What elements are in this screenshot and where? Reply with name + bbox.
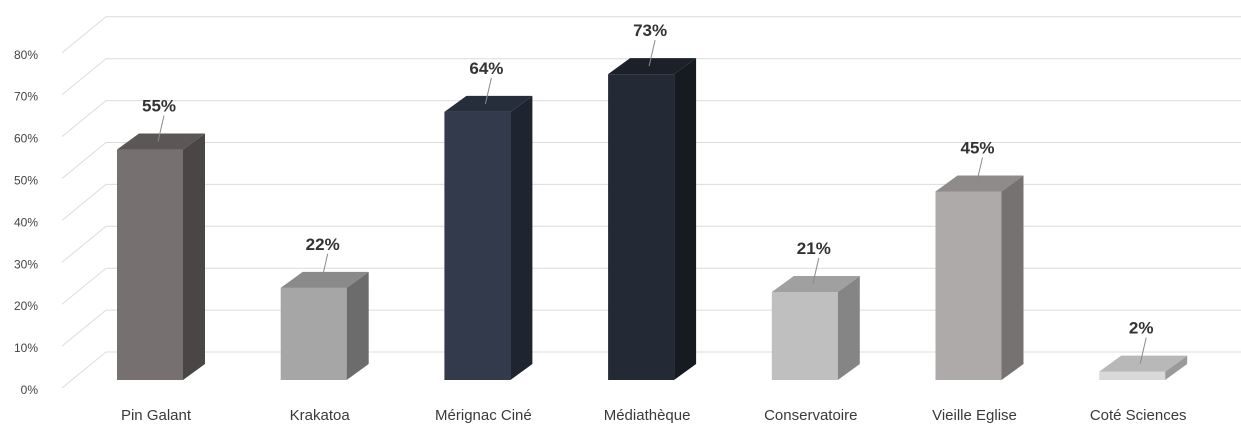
category-label: Conservatoire (764, 407, 857, 424)
category-label: Médiathèque (604, 407, 691, 424)
bars (117, 58, 1188, 380)
gridline (61, 225, 1241, 263)
gridline (61, 351, 1241, 389)
bar-front (1099, 371, 1166, 380)
y-tick-label: 50% (14, 174, 38, 188)
gridline (61, 100, 1241, 137)
category-label: Vieille Eglise (932, 407, 1017, 424)
data-label-leader (321, 253, 329, 280)
bar-side (837, 276, 860, 380)
bar-top (608, 58, 697, 75)
bar-front (444, 111, 511, 380)
bar-top (935, 175, 1024, 192)
data-labels: 55% 22% 64% 73% 21% 45% 2% (142, 21, 1154, 364)
data-label: 21% (797, 239, 831, 258)
data-label-leader (812, 257, 820, 285)
data-label-leader (1139, 337, 1147, 364)
y-tick-label: 70% (14, 90, 38, 104)
data-label: 22% (306, 235, 340, 254)
bar-top (280, 271, 369, 288)
bar-side (1165, 355, 1188, 380)
bar-front (771, 292, 838, 380)
data-label-leader (976, 157, 983, 184)
y-tick-label: 30% (14, 257, 38, 271)
bar-front (280, 287, 347, 380)
y-tick-label: 10% (14, 341, 38, 355)
data-label: 45% (960, 138, 994, 157)
bar-front (935, 191, 1002, 380)
gridline (61, 267, 1241, 305)
y-tick-label: 40% (14, 215, 38, 229)
category-label: Coté Sciences (1090, 407, 1187, 424)
y-tick-label: 20% (14, 299, 38, 313)
bar-front (608, 74, 675, 380)
data-label: 2% (1129, 319, 1154, 338)
gridline (61, 183, 1241, 221)
category-label: Krakatoa (290, 407, 351, 424)
gridline (61, 58, 1241, 96)
data-label: 73% (633, 21, 667, 40)
category-labels: Pin Galant Krakatoa Mérignac Ciné Médiathèq… (121, 407, 1187, 424)
gridlines (61, 16, 1241, 389)
bar-side (674, 58, 697, 380)
y-axis-ticks: 0% 10% 20% 30% 40% 50% 60% 70% 80% (14, 48, 38, 397)
data-label-leader (484, 77, 492, 104)
y-tick-label: 0% (21, 383, 39, 397)
bar-side (346, 271, 369, 380)
bar-front (117, 149, 183, 380)
category-label: Mérignac Ciné (435, 407, 532, 424)
data-label-leader (648, 40, 656, 67)
gridline (61, 16, 1241, 54)
bar-side (183, 133, 205, 380)
data-label-leader (157, 115, 165, 142)
y-tick-label: 60% (14, 132, 38, 146)
data-label: 55% (142, 97, 176, 116)
gridline (61, 142, 1241, 179)
data-label: 64% (469, 59, 503, 78)
gridline (61, 309, 1241, 347)
bar-top (1099, 355, 1188, 372)
bar-top (117, 133, 205, 150)
bar-side (510, 95, 533, 380)
bar-side (1001, 175, 1024, 380)
category-label: Pin Galant (121, 407, 192, 424)
y-tick-label: 80% (14, 48, 38, 62)
bar-top (771, 276, 860, 293)
bar-top (444, 95, 533, 112)
